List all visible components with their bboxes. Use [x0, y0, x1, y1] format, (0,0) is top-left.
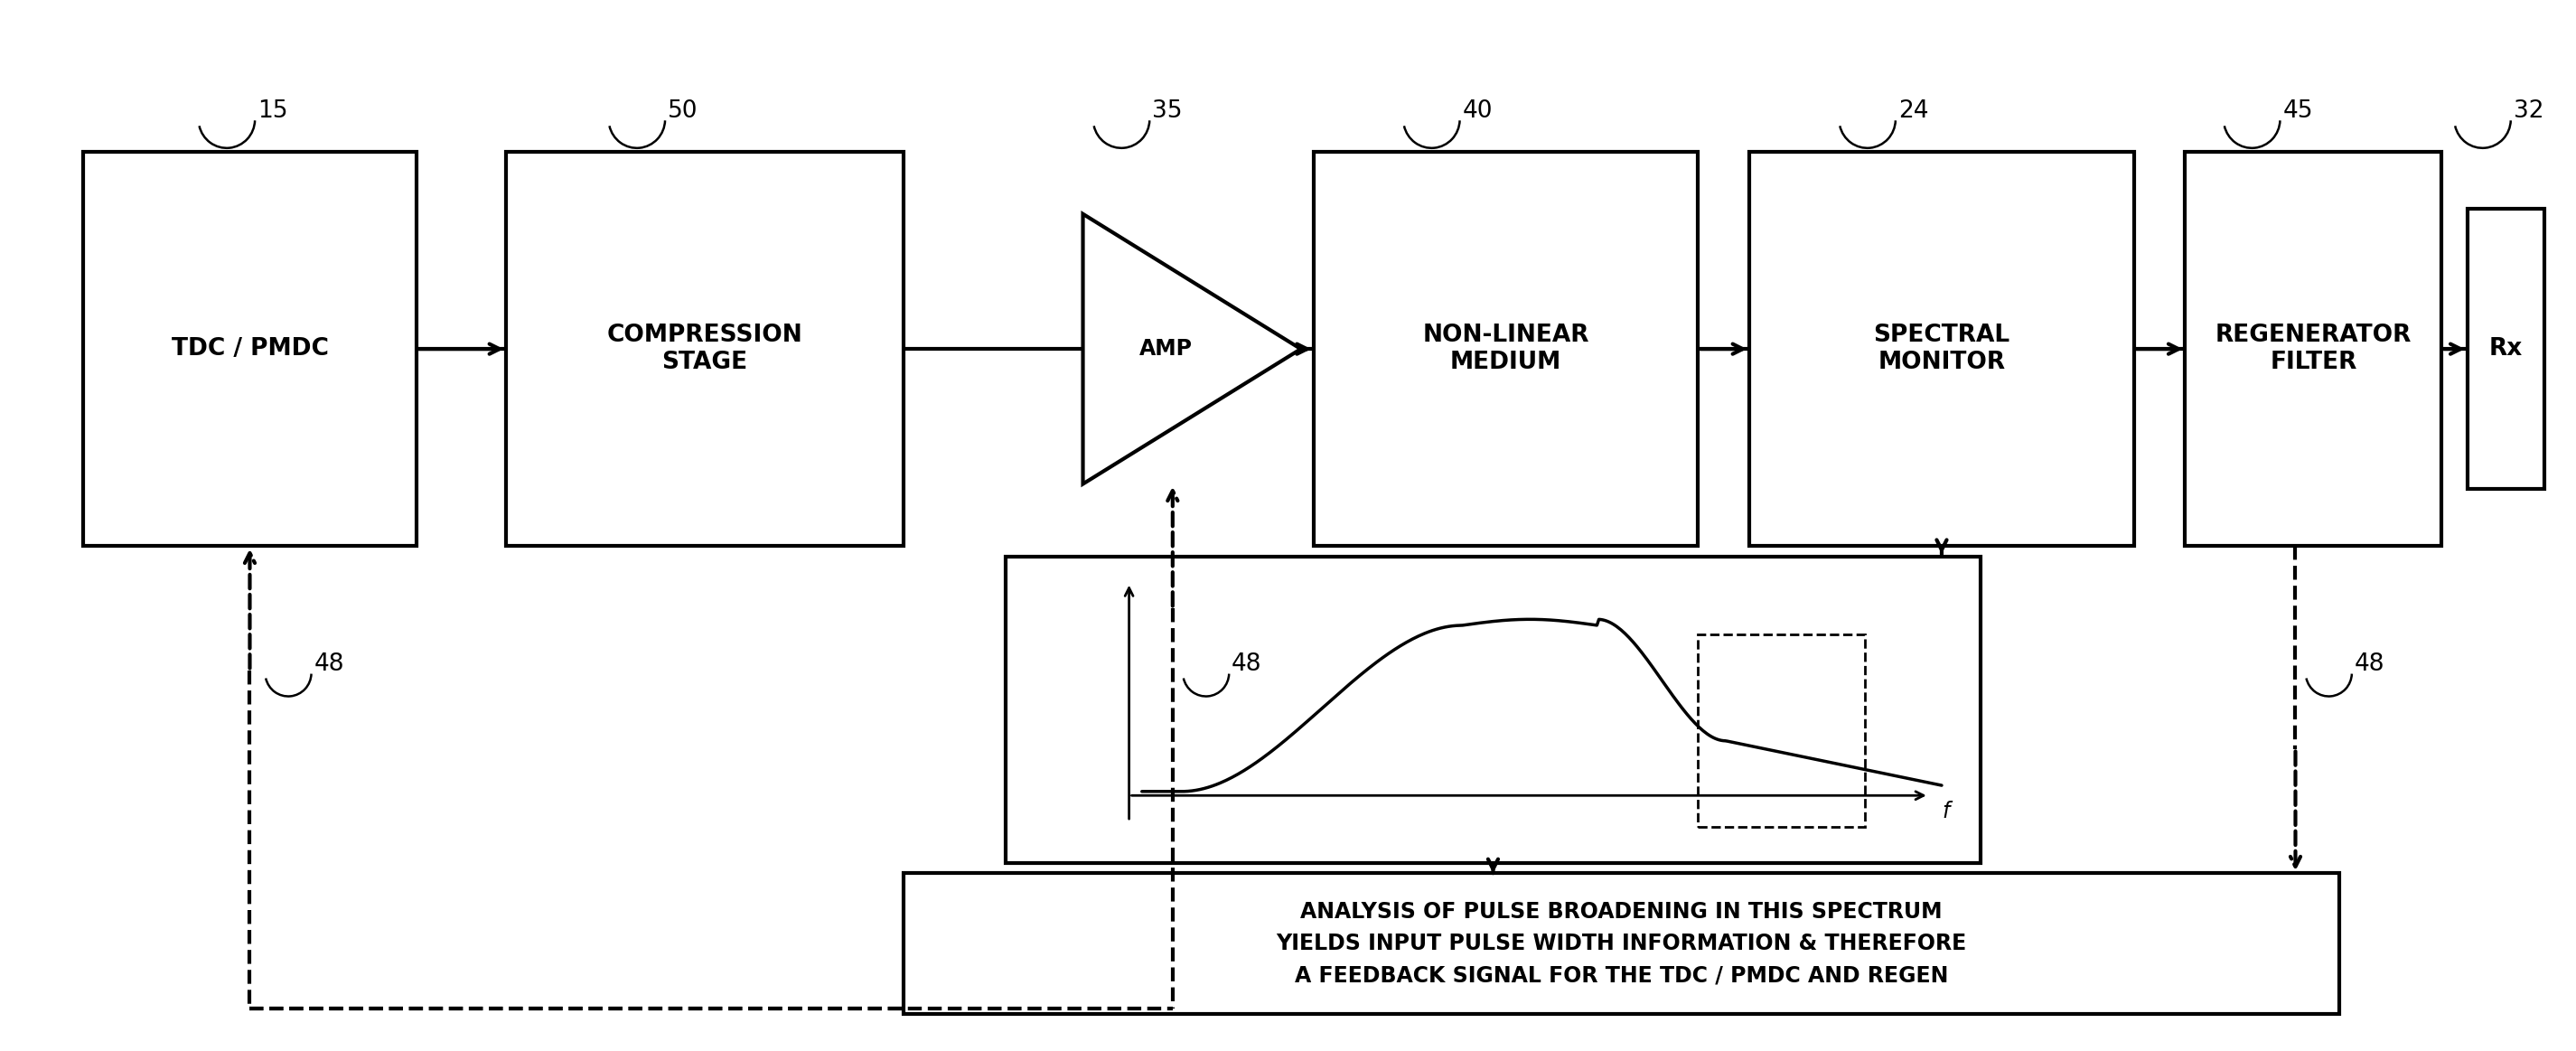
- Text: 48: 48: [1231, 653, 1262, 676]
- Bar: [505, 151, 904, 547]
- Text: SPECTRAL
MONITOR: SPECTRAL MONITOR: [1873, 324, 2009, 374]
- Text: 24: 24: [1899, 99, 1929, 123]
- Text: 35: 35: [1151, 99, 1182, 123]
- Text: REGENERATOR
FILTER: REGENERATOR FILTER: [2215, 324, 2411, 374]
- Text: TDC / PMDC: TDC / PMDC: [170, 337, 327, 360]
- Text: 32: 32: [2514, 99, 2543, 123]
- Bar: [82, 151, 417, 547]
- Bar: [1749, 151, 2133, 547]
- Text: AMP: AMP: [1139, 338, 1193, 359]
- Text: 40: 40: [1463, 99, 1492, 123]
- Text: Rx: Rx: [2488, 337, 2522, 360]
- Bar: [2184, 151, 2442, 547]
- Text: COMPRESSION
STAGE: COMPRESSION STAGE: [608, 324, 804, 374]
- Bar: [2468, 209, 2545, 489]
- Text: f: f: [1942, 801, 1950, 822]
- Bar: [1007, 557, 1981, 863]
- Bar: [904, 873, 2339, 1013]
- Text: 15: 15: [258, 99, 289, 123]
- Text: NON-LINEAR
MEDIUM: NON-LINEAR MEDIUM: [1422, 324, 1589, 374]
- Text: 50: 50: [667, 99, 698, 123]
- Bar: [1314, 151, 1698, 547]
- Polygon shape: [1082, 214, 1301, 483]
- Bar: [1698, 635, 1865, 827]
- Text: ANALYSIS OF PULSE BROADENING IN THIS SPECTRUM
YIELDS INPUT PULSE WIDTH INFORMATI: ANALYSIS OF PULSE BROADENING IN THIS SPE…: [1275, 901, 1965, 986]
- Text: 48: 48: [314, 653, 345, 676]
- Text: 48: 48: [2354, 653, 2385, 676]
- Text: 45: 45: [2282, 99, 2313, 123]
